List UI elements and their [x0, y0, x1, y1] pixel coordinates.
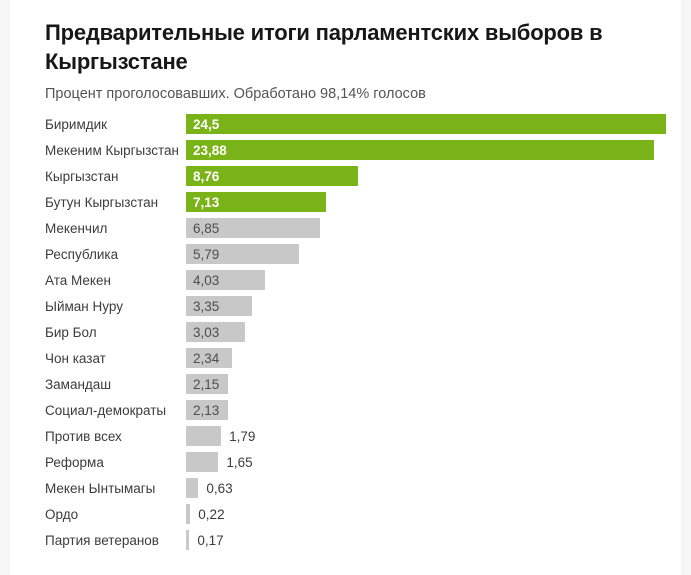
- chart-row: Мекенчил 6,85: [45, 215, 666, 241]
- value-label: 6,85: [193, 220, 220, 236]
- value-label: 0,63: [206, 480, 233, 496]
- party-label: Мекенчил: [45, 220, 108, 236]
- bar-track: 2,15: [186, 374, 666, 394]
- bar-chart: Биримдик 24,5 Мекеним Кыргызстан 23,88 Кыргы…: [45, 111, 666, 553]
- chart-row: Ыйман Нуру 3,35: [45, 293, 666, 319]
- chart-row: Против всех 1,79: [45, 423, 666, 449]
- bar-track: 8,76: [186, 166, 666, 186]
- bar-track: 7,13: [186, 192, 666, 212]
- chart-row: Биримдик 24,5: [45, 111, 666, 137]
- chart-row: Социал-демократы 2,13: [45, 397, 666, 423]
- party-label: Биримдик: [45, 116, 108, 132]
- bar-track: 3,35: [186, 296, 666, 316]
- value-label: 3,35: [193, 298, 220, 314]
- value-bar: 23,88: [186, 140, 654, 160]
- value-bar: 2,15: [186, 374, 229, 394]
- value-label: 7,13: [193, 194, 220, 210]
- value-bar: 2,13: [186, 400, 228, 420]
- value-bar: 7,13: [186, 192, 326, 212]
- chart-subtitle: Процент проголосовавших. Обработано 98,1…: [45, 86, 426, 102]
- party-label: Мекеним Кыргызстан: [45, 142, 179, 158]
- value-bar: [186, 426, 222, 446]
- value-bar: 6,85: [186, 218, 321, 238]
- party-label: Партия ветеранов: [45, 532, 159, 548]
- value-label: 2,34: [193, 350, 220, 366]
- bar-track: 5,79: [186, 244, 666, 264]
- party-label: Кыргызстан: [45, 168, 119, 184]
- value-bar: 5,79: [186, 244, 300, 264]
- value-bar: 4,03: [186, 270, 265, 290]
- value-label: 24,5: [193, 116, 220, 132]
- bar-track: 24,5: [186, 114, 666, 134]
- value-bar: 24,5: [186, 114, 666, 134]
- bar-track: 6,85: [186, 218, 666, 238]
- party-label: Реформа: [45, 454, 104, 470]
- value-label: 2,15: [193, 376, 220, 392]
- bar-track: 4,03: [186, 270, 666, 290]
- value-label: 0,17: [197, 532, 224, 548]
- chart-row: Мекеним Кыргызстан 23,88: [45, 137, 666, 163]
- value-bar: 8,76: [186, 166, 358, 186]
- party-label: Ыйман Нуру: [45, 298, 123, 314]
- bar-track: 1,79: [186, 426, 666, 446]
- bar-track: 3,03: [186, 322, 666, 342]
- bar-track: 2,34: [186, 348, 666, 368]
- party-label: Мекен Ынтымагы: [45, 480, 156, 496]
- value-label: 4,03: [193, 272, 220, 288]
- bar-track: 2,13: [186, 400, 666, 420]
- chart-row: Партия ветеранов 0,17: [45, 527, 666, 553]
- party-label: Против всех: [45, 428, 122, 444]
- value-label: 1,65: [226, 454, 253, 470]
- party-label: Ордо: [45, 506, 79, 522]
- party-label: Социал-демократы: [45, 402, 167, 418]
- chart-row: Республика 5,79: [45, 241, 666, 267]
- chart-row: Кыргызстан 8,76: [45, 163, 666, 189]
- value-label: 2,13: [193, 402, 220, 418]
- bar-track: 0,22: [186, 504, 666, 524]
- value-label: 5,79: [193, 246, 220, 262]
- bar-track: 1,65: [186, 452, 666, 472]
- value-bar: 2,34: [186, 348, 232, 368]
- chart-row: Чон казат 2,34: [45, 345, 666, 371]
- bar-track: 0,63: [186, 478, 666, 498]
- chart-row: Мекен Ынтымагы 0,63: [45, 475, 666, 501]
- chart-row: Бир Бол 3,03: [45, 319, 666, 345]
- chart-row: Замандаш 2,15: [45, 371, 666, 397]
- party-label: Бир Бол: [45, 324, 97, 340]
- value-bar: 3,03: [186, 322, 246, 342]
- bar-track: 0,17: [186, 530, 666, 550]
- bar-track: 23,88: [186, 140, 666, 160]
- value-bar: [186, 478, 199, 498]
- value-label: 3,03: [193, 324, 220, 340]
- chart-card: Предварительные итоги парламентских выбо…: [10, 0, 681, 575]
- value-bar: [186, 452, 219, 472]
- chart-row: Ата Мекен 4,03: [45, 267, 666, 293]
- chart-title: Предварительные итоги парламентских выбо…: [45, 20, 603, 74]
- value-label: 8,76: [193, 168, 220, 184]
- value-bar: [186, 504, 191, 524]
- value-bar: 3,35: [186, 296, 252, 316]
- party-label: Республика: [45, 246, 119, 262]
- party-label: Бутун Кыргызстан: [45, 194, 159, 210]
- party-label: Замандаш: [45, 376, 112, 392]
- party-label: Ата Мекен: [45, 272, 111, 288]
- chart-row: Ордо 0,22: [45, 501, 666, 527]
- value-label: 1,79: [229, 428, 256, 444]
- chart-row: Бутун Кыргызстан 7,13: [45, 189, 666, 215]
- value-label: 0,22: [198, 506, 225, 522]
- value-bar: [186, 530, 190, 550]
- party-label: Чон казат: [45, 350, 106, 366]
- chart-row: Реформа 1,65: [45, 449, 666, 475]
- value-label: 23,88: [193, 142, 227, 158]
